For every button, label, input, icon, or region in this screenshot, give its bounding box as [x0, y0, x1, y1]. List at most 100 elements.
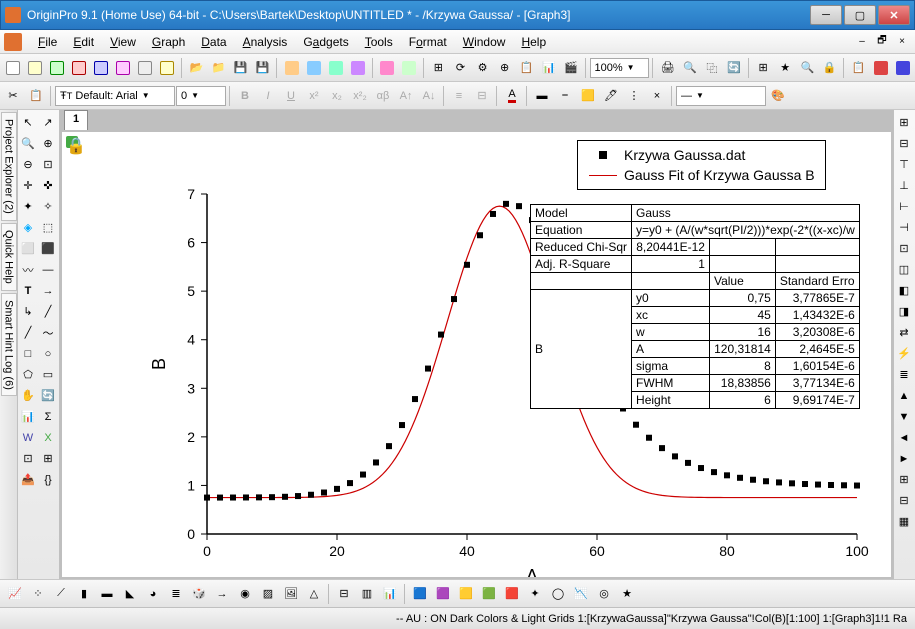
word-button[interactable]	[892, 57, 913, 79]
insert-graph-tool[interactable]: 📊	[18, 406, 38, 427]
import-wizard-button[interactable]	[281, 57, 302, 79]
scale-in-tool[interactable]: ⊕	[38, 133, 58, 154]
close-button[interactable]: ✕	[878, 5, 910, 25]
user-template-button[interactable]: ★	[616, 583, 638, 605]
font-size-combo[interactable]: 0▼	[176, 86, 226, 106]
screen-reader-tool[interactable]: ✜	[38, 175, 58, 196]
subscript-button[interactable]: x₂	[326, 85, 348, 107]
increase-font-button[interactable]: A↑	[395, 85, 417, 107]
video-button[interactable]: 🎬	[560, 57, 581, 79]
tile-button[interactable]: ▦	[894, 511, 914, 532]
line-tool[interactable]: ╱	[38, 301, 58, 322]
decrease-font-button[interactable]: A↓	[418, 85, 440, 107]
menu-format[interactable]: Format	[401, 33, 455, 51]
mdi-close[interactable]: ×	[893, 34, 911, 50]
results-log-button[interactable]: 📋	[516, 57, 537, 79]
menu-analysis[interactable]: Analysis	[235, 33, 296, 51]
reimport-button[interactable]	[348, 57, 369, 79]
valign-button[interactable]: ⊟	[471, 85, 493, 107]
sidebar-tab-quick-help[interactable]: Quick Help	[1, 223, 17, 291]
paste-button[interactable]: 📋	[25, 85, 47, 107]
send-back-button[interactable]: ▼	[894, 406, 914, 427]
new-layer-button[interactable]: ◫	[894, 259, 914, 280]
maximize-button[interactable]: ▢	[844, 5, 876, 25]
pointer-tool[interactable]: ↖	[18, 112, 38, 133]
open-button[interactable]: 📂	[186, 57, 207, 79]
curved-arrow-tool[interactable]: ↳	[18, 301, 38, 322]
ternary-button[interactable]: △	[303, 583, 325, 605]
stock-button[interactable]: 📉	[570, 583, 592, 605]
save-button[interactable]: 💾	[230, 57, 251, 79]
labtalk-tool[interactable]: {}	[38, 469, 58, 490]
zoom-panel-tool[interactable]: ⊞	[38, 448, 58, 469]
sidebar-tab-project-explorer[interactable]: Project Explorer (2)	[1, 112, 17, 221]
mask-tool[interactable]: ⬜	[18, 238, 38, 259]
ungroup2-button[interactable]: ⊟	[894, 490, 914, 511]
line-width-combo[interactable]: —▼	[676, 86, 766, 106]
3d-plot-button[interactable]: 🎲	[188, 583, 210, 605]
region-tool2[interactable]: ▭	[38, 364, 58, 385]
new-graph-button[interactable]	[68, 57, 89, 79]
contour-plot-button[interactable]: ◉	[234, 583, 256, 605]
line-color-button[interactable]: 🖊	[600, 85, 622, 107]
font-color-button[interactable]: A	[501, 85, 523, 107]
add-inset-button[interactable]: ⊡	[894, 238, 914, 259]
new-workbook-button[interactable]	[24, 57, 45, 79]
histogram-button[interactable]: ▥	[356, 583, 378, 605]
open-excel-button[interactable]	[399, 57, 420, 79]
graph-tab-1[interactable]: 1	[64, 110, 88, 130]
layer-mgmt-button[interactable]: ≣	[894, 364, 914, 385]
region-tool[interactable]: ⬛	[38, 238, 58, 259]
3d-bars-button[interactable]: 🟦	[409, 583, 431, 605]
column-plot-button[interactable]: ▮	[73, 583, 95, 605]
bold-button[interactable]: B	[234, 85, 256, 107]
list-button[interactable]: ⋮	[623, 85, 645, 107]
greek-button[interactable]: αβ	[372, 85, 394, 107]
minimize-button[interactable]: ─	[810, 5, 842, 25]
graph-canvas[interactable]: 🔒 02040608010001234567AB Krzywa Gaussa.d…	[62, 132, 891, 577]
new-matrix-button[interactable]	[90, 57, 111, 79]
find-button[interactable]: 🔍	[797, 57, 818, 79]
import-multi-button[interactable]	[325, 57, 346, 79]
recalc-button[interactable]: ⟳	[450, 57, 471, 79]
group-button[interactable]: ⊞	[894, 469, 914, 490]
fit-results-table[interactable]: ModelGaussEquationy=y0 + (A/(w*sqrt(PI/2…	[530, 204, 860, 409]
freehand-tool[interactable]: 〜	[38, 322, 58, 343]
save-template-button[interactable]: 💾	[252, 57, 273, 79]
area-plot-button[interactable]: ◣	[119, 583, 141, 605]
menu-gadgets[interactable]: Gadgets	[295, 33, 356, 51]
insert-word-tool[interactable]: W	[18, 427, 38, 448]
copy-page-button[interactable]: 📋	[848, 57, 869, 79]
refresh-button[interactable]: 🔄	[723, 57, 744, 79]
align-left-button[interactable]: ◄	[894, 427, 914, 448]
insert-excel-tool[interactable]: X	[38, 427, 58, 448]
menu-file[interactable]: File	[30, 33, 65, 51]
new-excel-button[interactable]	[46, 57, 67, 79]
select-data-tool[interactable]: ⬚	[38, 217, 58, 238]
import-single-button[interactable]	[303, 57, 324, 79]
bar-plot-button[interactable]: ▬	[96, 583, 118, 605]
menu-help[interactable]: Help	[513, 33, 554, 51]
3d-walls-button[interactable]: 🟩	[478, 583, 500, 605]
new-func-button[interactable]	[113, 57, 134, 79]
polar-button[interactable]: ◯	[547, 583, 569, 605]
circle-tool[interactable]: ○	[38, 343, 58, 364]
superscript-button[interactable]: x²	[303, 85, 325, 107]
extract-layers-button[interactable]: ⊞	[894, 112, 914, 133]
scatter-plot-button[interactable]: ⁘	[27, 583, 49, 605]
print-preview-button[interactable]: 🔍	[679, 57, 700, 79]
supersubscript-button[interactable]: x²₂	[349, 85, 371, 107]
stack-plot-button[interactable]: ≣	[165, 583, 187, 605]
menu-tools[interactable]: Tools	[357, 33, 401, 51]
arrow-annotation-tool[interactable]: →	[38, 280, 58, 301]
new-layer2-button[interactable]: ◧	[894, 280, 914, 301]
ungroup-button[interactable]: ×	[646, 85, 668, 107]
swap-button[interactable]: ⇄	[894, 322, 914, 343]
image-plot-button[interactable]: 🖼	[280, 583, 302, 605]
add-bottom-button[interactable]: ⊥	[894, 175, 914, 196]
code-builder-button[interactable]: ⚙	[472, 57, 493, 79]
menu-graph[interactable]: Graph	[144, 33, 193, 51]
line-scatter-button[interactable]: ⟋	[50, 583, 72, 605]
new-notes-button[interactable]	[157, 57, 178, 79]
line-style-1[interactable]: ▬	[531, 85, 553, 107]
